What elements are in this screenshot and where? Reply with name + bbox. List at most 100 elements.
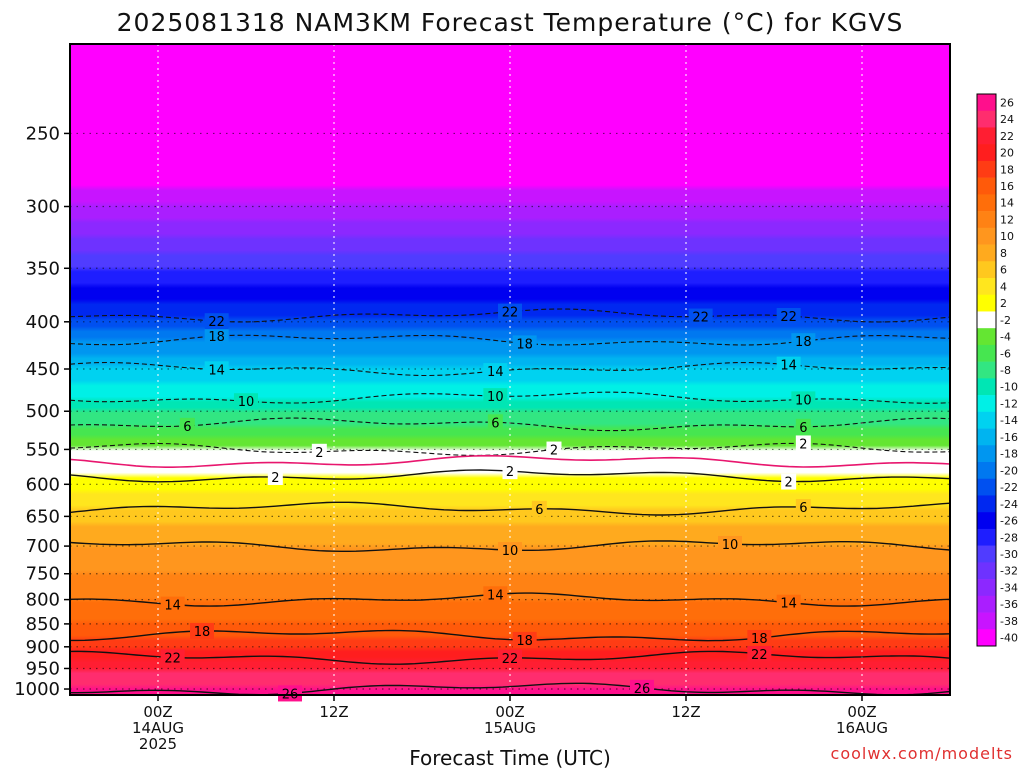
- contour-label: 22: [502, 652, 519, 667]
- colorbar-swatch: [977, 144, 996, 162]
- colorbar-swatch: [977, 545, 996, 563]
- contour-label-bg: [483, 388, 508, 405]
- contour-label: 6: [799, 421, 807, 436]
- contour-label-bg: [267, 468, 283, 485]
- colorbar-label: -12: [1000, 397, 1018, 410]
- contour-label: 2: [550, 444, 558, 459]
- contour-label-bg: [160, 649, 185, 666]
- y-tick-label: 650: [26, 506, 60, 527]
- x-tick-label: 12Z: [671, 703, 700, 721]
- colorbar-swatch: [977, 462, 996, 480]
- y-tick-label: 800: [26, 590, 60, 611]
- x-tick-label: 00Z: [143, 703, 172, 721]
- colorbar-swatch: [977, 127, 996, 145]
- contour-label-bg: [498, 649, 522, 666]
- contour-label-bg: [688, 308, 713, 325]
- contour-label-bg: [498, 303, 522, 320]
- contour-label-bg: [512, 335, 537, 352]
- colorbar-swatch: [977, 445, 996, 463]
- x-tick-label: 14AUG: [132, 719, 184, 737]
- colorbar-swatch: [977, 194, 996, 212]
- colorbar-swatch: [977, 278, 996, 296]
- contour-line: [70, 592, 950, 607]
- contour-label-bg: [776, 308, 801, 325]
- contour-label: 22: [164, 651, 181, 666]
- colorbar-label: -8: [1000, 364, 1011, 377]
- contour-label: 14: [487, 365, 504, 380]
- contour-label: 6: [491, 416, 499, 431]
- y-tick-label: 350: [26, 258, 60, 279]
- contour-label: 2: [506, 465, 514, 480]
- contour-label: 18: [208, 330, 225, 345]
- contour-label-bg: [204, 361, 229, 378]
- contour-label-bg: [781, 473, 797, 490]
- colorbar-label: -40: [1000, 632, 1018, 645]
- contour-label: 22: [502, 306, 519, 321]
- pressure-axis: 2503003504004505005506006507007508008509…: [14, 123, 70, 700]
- colorbar-swatch: [977, 294, 996, 312]
- contour-label-bg: [630, 679, 654, 696]
- colorbar-swatch: [977, 344, 996, 362]
- colorbar-label: -20: [1000, 464, 1018, 477]
- colorbar-label: -24: [1000, 498, 1018, 511]
- colorbar-swatch: [977, 378, 996, 396]
- contour-label: 14: [164, 599, 181, 614]
- contour-label: 18: [795, 335, 812, 350]
- contour-label-bg: [487, 414, 503, 431]
- colorbar-swatch: [977, 361, 996, 379]
- contour-label: 2: [315, 446, 323, 461]
- y-tick-label: 1000: [14, 679, 60, 700]
- colorbar-label: -26: [1000, 515, 1018, 528]
- colorbar-swatch: [977, 160, 996, 178]
- colorbar-label: 26: [1000, 96, 1014, 109]
- contour-label: 18: [194, 625, 211, 640]
- colorbar-label: -22: [1000, 481, 1018, 494]
- contour-label: 10: [238, 395, 255, 410]
- contour-label: 14: [487, 588, 504, 603]
- y-tick-label: 600: [26, 474, 60, 495]
- colorbar-label: -2: [1000, 314, 1011, 327]
- colorbar-label: -4: [1000, 331, 1011, 344]
- contour-label-bg: [531, 500, 547, 517]
- colorbar-swatch: [977, 411, 996, 429]
- colorbar-label: -32: [1000, 565, 1018, 578]
- y-tick-label: 400: [26, 312, 60, 333]
- colorbar-swatch: [977, 328, 996, 346]
- colorbar-label: 10: [1000, 230, 1014, 243]
- contour-label: 10: [722, 538, 739, 553]
- contour-label-bg: [179, 417, 195, 434]
- x-tick-label: 2025: [139, 735, 177, 753]
- x-tick-label: 00Z: [847, 703, 876, 721]
- y-tick-label: 250: [26, 123, 60, 144]
- colorbar-swatch: [977, 428, 996, 446]
- contour-label: 2: [799, 437, 807, 452]
- colorbar-swatch: [977, 395, 996, 413]
- contour-label-bg: [278, 685, 302, 702]
- contour-label-bg: [498, 542, 522, 559]
- colorbar-label: -28: [1000, 531, 1018, 544]
- contour-label: 18: [516, 634, 533, 649]
- colorbar-label: 18: [1000, 163, 1014, 176]
- contour-label-bg: [546, 441, 562, 458]
- contour-label-bg: [747, 629, 772, 646]
- contour-label: 10: [487, 390, 504, 405]
- colorbar-label: -38: [1000, 615, 1018, 628]
- contour-label-bg: [718, 535, 742, 552]
- colorbar-label: -18: [1000, 448, 1018, 461]
- x-axis-title: Forecast Time (UTC): [409, 746, 611, 768]
- y-tick-label: 450: [26, 359, 60, 380]
- colorbar-label: 8: [1000, 247, 1007, 260]
- contour-label-bg: [791, 391, 816, 408]
- contour-label: 26: [634, 682, 651, 697]
- contour-line: [70, 629, 950, 642]
- contour-label-bg: [747, 645, 772, 662]
- colorbar-label: -34: [1000, 581, 1018, 594]
- credit-text: coolwx.com/modelts: [831, 744, 1013, 763]
- contour-label: 18: [516, 337, 533, 352]
- contour-label-bg: [795, 418, 811, 435]
- colorbar-label: -14: [1000, 414, 1018, 427]
- contour-label: 14: [780, 597, 797, 612]
